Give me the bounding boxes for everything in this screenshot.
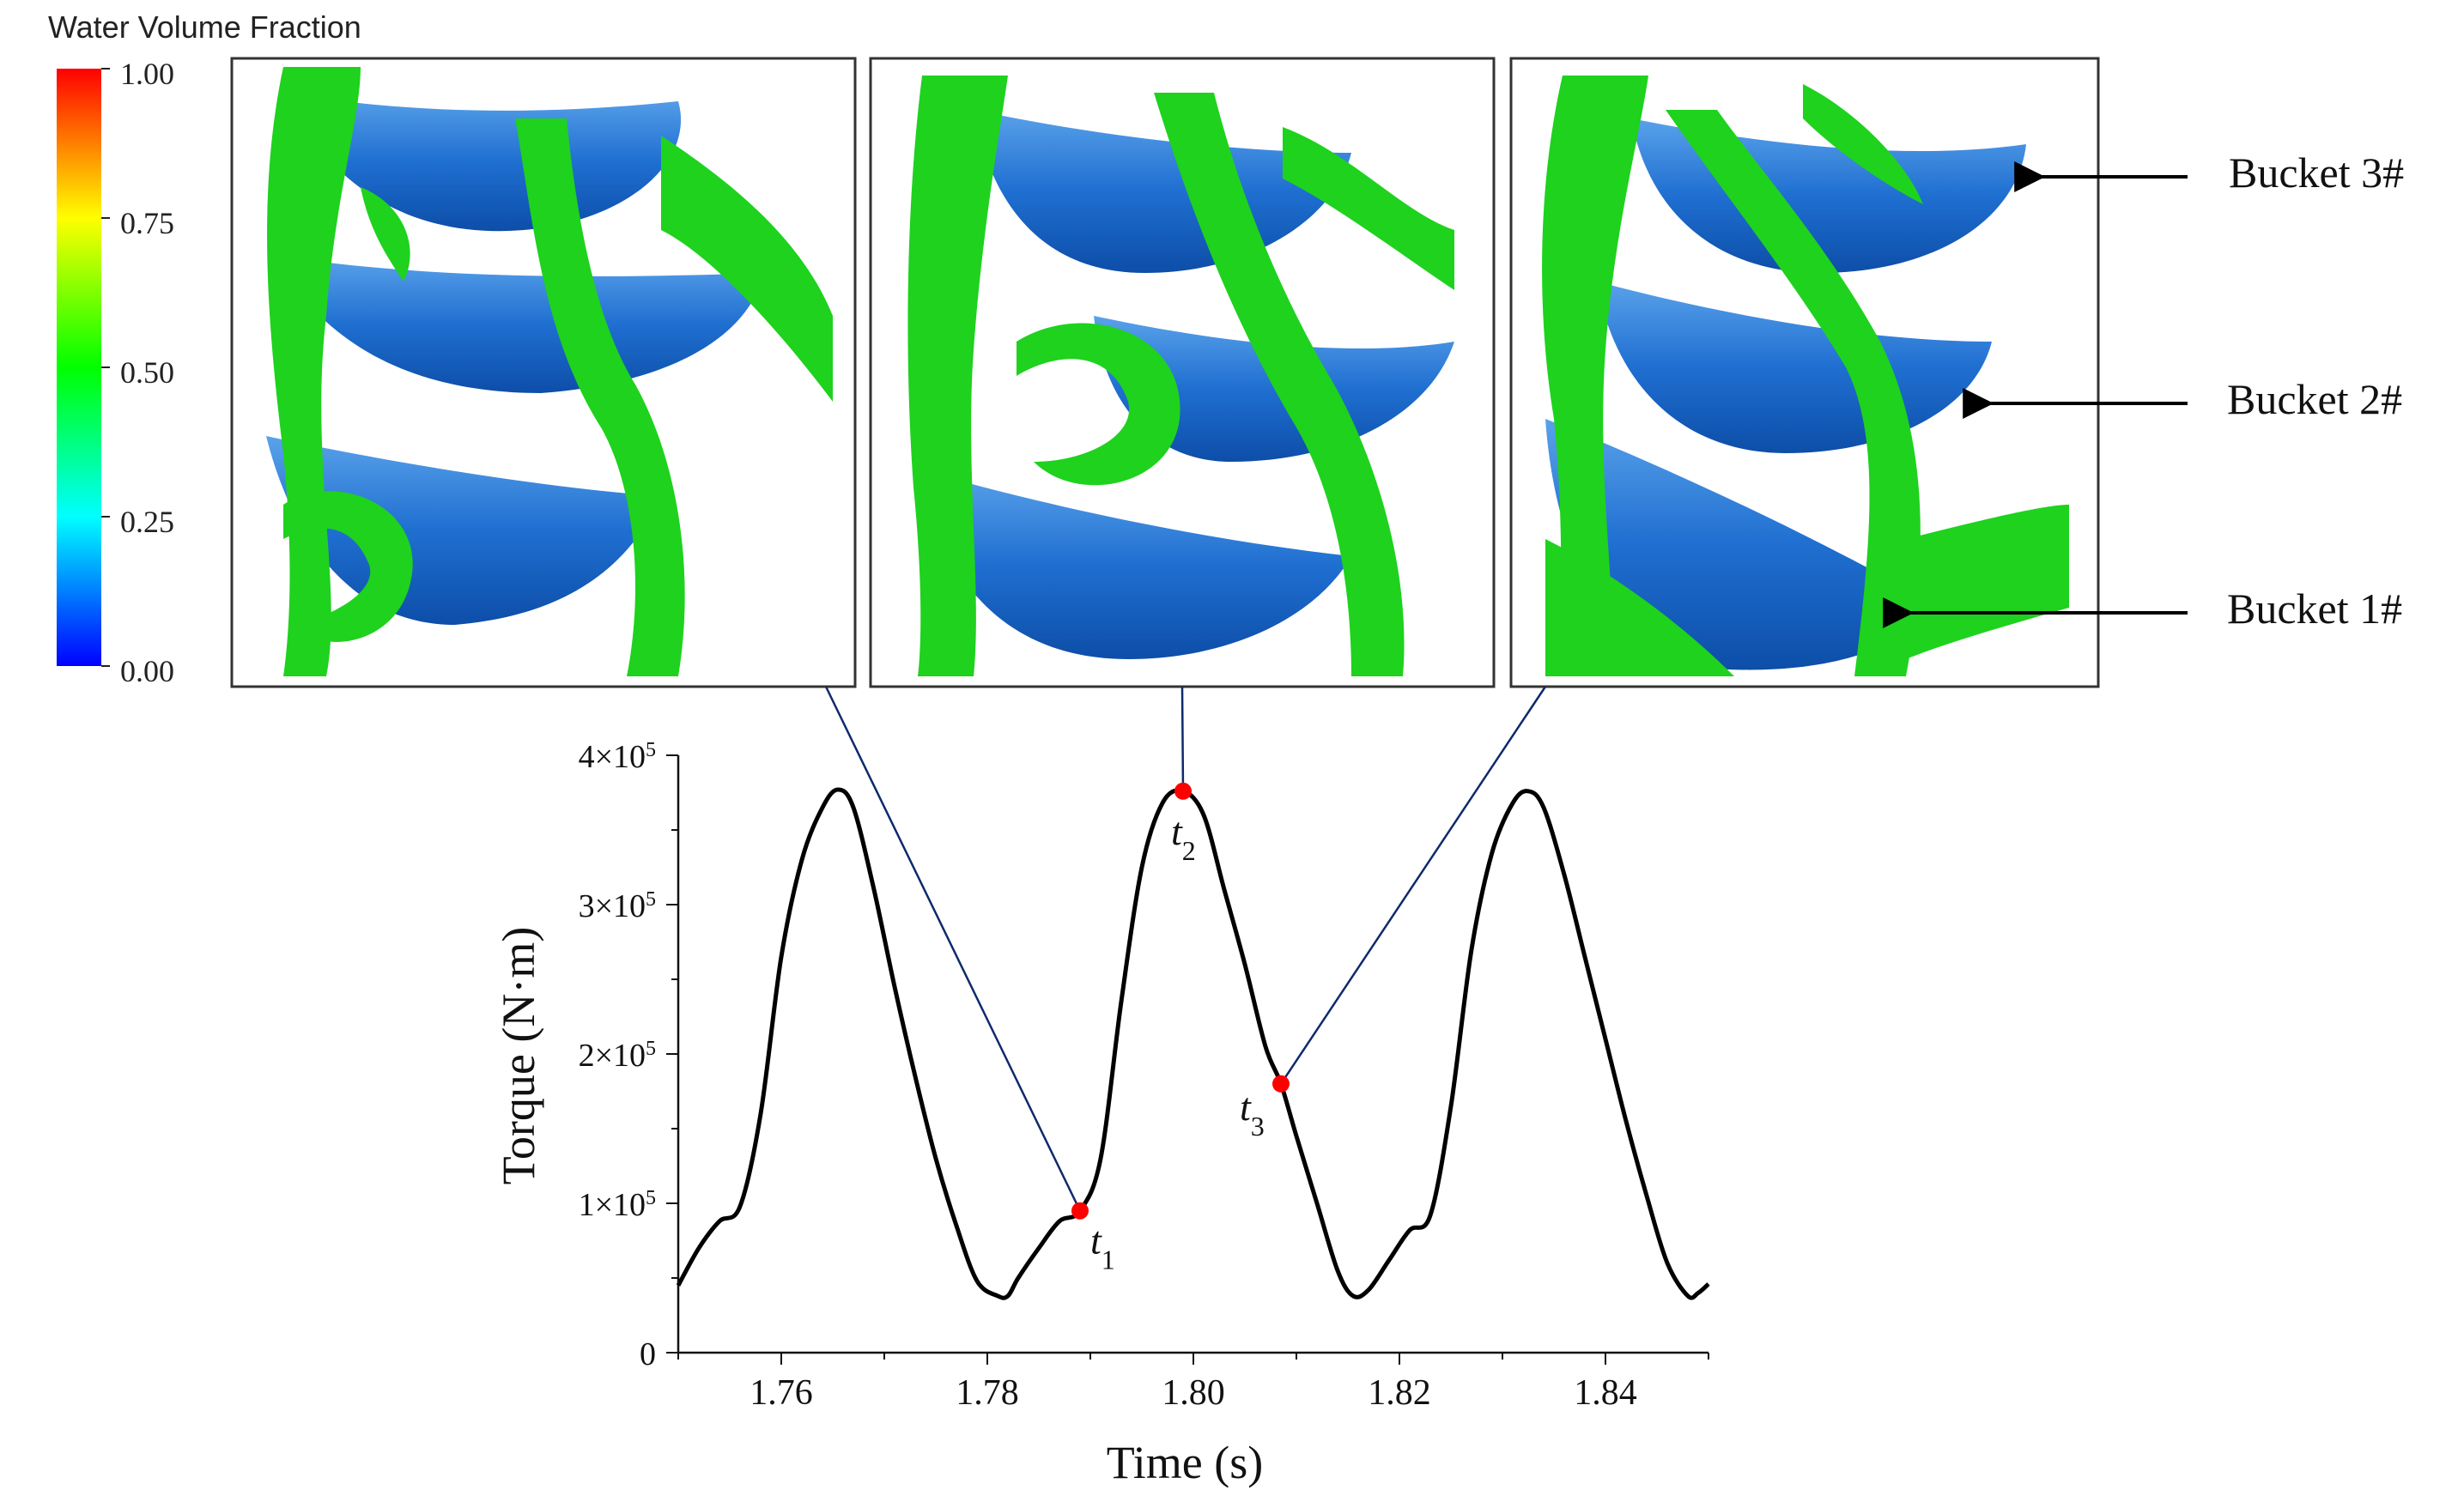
plot-markers: t1 t2 t3 — [1071, 782, 1290, 1275]
plot-axes: 1.76 1.78 1.80 1.82 1.84 0 1×105 2×105 3×105 4×10… — [579, 739, 1709, 1413]
x-tick-label: 1.82 — [1368, 1373, 1431, 1413]
point-label: t1 — [1090, 1219, 1115, 1275]
bucket-render — [266, 67, 833, 676]
x-tick-label: 1.78 — [956, 1373, 1019, 1413]
bucket-1-label: Bucket 1# — [2227, 584, 2402, 633]
y-tick-label: 1×105 — [579, 1187, 656, 1223]
point-marker — [1174, 782, 1192, 800]
plot-series — [676, 787, 1710, 1300]
point-marker — [1272, 1075, 1290, 1093]
colorbar: Water Volume Fraction 1.00 0.75 0.50 0.2… — [48, 9, 361, 688]
snapshot-panel-2 — [869, 57, 1496, 688]
point-marker — [1071, 1202, 1089, 1220]
torque-curve — [676, 787, 1710, 1300]
bucket-render — [1542, 76, 2069, 676]
colorbar-ticks — [101, 68, 110, 667]
bucket-3-label: Bucket 3# — [2229, 148, 2404, 197]
y-tick-label: 3×105 — [579, 888, 656, 924]
point-label: t3 — [1240, 1085, 1265, 1142]
colorbar-tick-label: 0.50 — [120, 355, 174, 390]
colorbar-title: Water Volume Fraction — [48, 9, 361, 45]
colorbar-gradient — [57, 69, 101, 666]
connector-line — [824, 686, 1082, 1212]
x-axis-label: Time (s) — [1107, 1437, 1264, 1488]
x-tick-label: 1.84 — [1574, 1373, 1637, 1413]
bucket-2-label: Bucket 2# — [2227, 375, 2402, 423]
y-tick-label: 0 — [640, 1336, 656, 1372]
colorbar-tick-label: 0.00 — [120, 654, 174, 688]
x-tick-label: 1.80 — [1162, 1373, 1225, 1413]
snapshot-panel-1 — [230, 57, 857, 688]
snapshot-panel-3 — [1509, 57, 2100, 688]
point-label: t2 — [1171, 809, 1196, 866]
y-axis-label: Torque (N·m) — [493, 927, 544, 1185]
y-tick-label: 2×105 — [579, 1038, 656, 1074]
colorbar-tick-label: 1.00 — [120, 57, 174, 91]
colorbar-tick-label: 0.75 — [120, 206, 174, 240]
connector-line — [1279, 686, 1547, 1085]
colorbar-tick-label: 0.25 — [120, 505, 174, 539]
connector-line — [1180, 686, 1185, 791]
bucket-annotations: Bucket 3# Bucket 2# Bucket 1# — [1883, 148, 2404, 633]
y-tick-label: 4×105 — [579, 739, 656, 775]
connector-lines — [824, 686, 1547, 1212]
bucket-render — [907, 76, 1454, 676]
torque-chart: 1.76 1.78 1.80 1.82 1.84 0 1×105 2×105 3×105 4×10… — [493, 739, 1710, 1488]
x-tick-label: 1.76 — [750, 1373, 813, 1413]
